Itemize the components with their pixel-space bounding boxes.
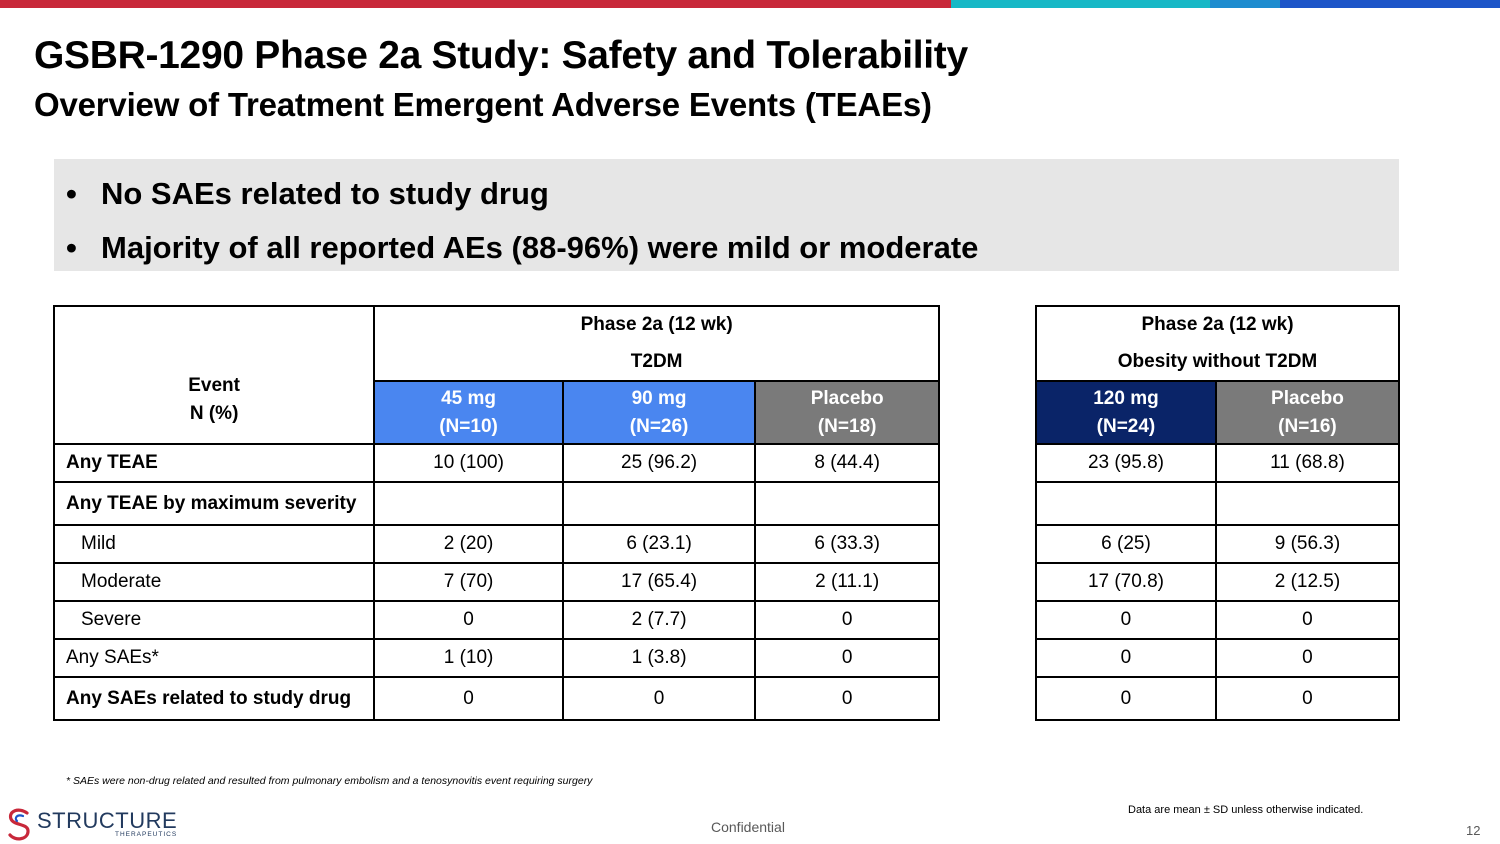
table-row <box>1035 481 1401 526</box>
footnote: * SAEs were non-drug related and resulte… <box>66 775 593 787</box>
table-cell: 8 (44.4) <box>754 443 940 483</box>
table-cell: 2 (7.7) <box>561 600 757 640</box>
data-note: Data are mean ± SD unless otherwise indi… <box>1128 804 1364 816</box>
event-header: Event N (%) <box>52 305 376 445</box>
t2dm-teae-table: Event N (%) Phase 2a (12 wk) T2DM 45 mg(… <box>52 305 940 721</box>
table-row: 17 (70.8) 2 (12.5) <box>1035 562 1401 602</box>
table-cell: 17 (70.8) <box>1035 562 1217 602</box>
slide-subtitle: Overview of Treatment Emergent Adverse E… <box>34 86 932 123</box>
table-cell: 1 (3.8) <box>561 638 757 678</box>
population-header: T2DM <box>373 343 940 382</box>
table-cell: 1 (10) <box>373 638 564 678</box>
bullet-text: Majority of all reported AEs (88-96%) we… <box>101 230 979 265</box>
dose-column-header: 90 mg (N=26) <box>561 380 757 445</box>
row-label: Any SAEs related to study drug <box>52 676 376 721</box>
table-cell: 0 <box>754 638 940 678</box>
table-cell: 10 (100) <box>373 443 564 483</box>
table-cell <box>1214 481 1401 526</box>
table-cell: 0 <box>754 600 940 640</box>
table-row: 0 0 <box>1035 676 1401 721</box>
table-cell: 0 <box>373 676 564 721</box>
table-row: 6 (25) 9 (56.3) <box>1035 524 1401 564</box>
table-cell: 0 <box>1214 638 1401 678</box>
row-label: Moderate <box>52 562 376 602</box>
table-cell: 0 <box>373 600 564 640</box>
table-cell: 0 <box>561 676 757 721</box>
table-cell: 0 <box>1214 676 1401 721</box>
table-cell: 2 (11.1) <box>754 562 940 602</box>
table-cell: 17 (65.4) <box>561 562 757 602</box>
table-cell: 0 <box>1035 676 1217 721</box>
bullet-item: • Majority of all reported AEs (88-96%) w… <box>66 230 979 265</box>
table-cell <box>373 481 564 526</box>
dose-column-header: 120 mg (N=24) <box>1035 380 1217 445</box>
table-cell: 6 (33.3) <box>754 524 940 564</box>
table-cell: 2 (20) <box>373 524 564 564</box>
confidential-label: Confidential <box>711 819 785 835</box>
table-cell: 6 (25) <box>1035 524 1217 564</box>
page-number: 12 <box>1466 823 1481 838</box>
bullet-text: No SAEs related to study drug <box>101 176 549 211</box>
table-cell <box>1035 481 1217 526</box>
table-row: Any SAEs* 1 (10) 1 (3.8) 0 <box>52 638 940 678</box>
obesity-teae-table: Phase 2a (12 wk) Obesity without T2DM 12… <box>1035 305 1401 721</box>
table-cell: 23 (95.8) <box>1035 443 1217 483</box>
accent-bar-darkblue <box>1280 0 1500 8</box>
phase-header: Phase 2a (12 wk) <box>1035 305 1400 343</box>
table-row: 0 0 <box>1035 638 1401 678</box>
slide-title: GSBR-1290 Phase 2a Study: Safety and Tol… <box>34 34 968 77</box>
row-label: Any TEAE by maximum severity <box>52 481 376 526</box>
table-cell: 2 (12.5) <box>1214 562 1401 602</box>
table-row: Moderate 7 (70) 17 (65.4) 2 (11.1) <box>52 562 940 602</box>
structure-s-logo-icon <box>8 808 30 841</box>
table-cell: 0 <box>754 676 940 721</box>
table-row: 0 0 <box>1035 600 1401 640</box>
accent-bar-teal <box>951 0 1210 8</box>
table-cell <box>561 481 757 526</box>
table-cell: 7 (70) <box>373 562 564 602</box>
dose-column-header: 45 mg (N=10) <box>373 380 564 445</box>
table-row: Severe 0 2 (7.7) 0 <box>52 600 940 640</box>
accent-bar-red <box>0 0 951 8</box>
table-cell: 9 (56.3) <box>1214 524 1401 564</box>
accent-bar-blue <box>1210 0 1280 8</box>
company-logo: STRUCTURE THERAPEUTICS <box>5 806 177 844</box>
table-row: Any SAEs related to study drug 0 0 0 <box>52 676 940 721</box>
row-label: Any TEAE <box>52 443 376 483</box>
bullet-item: • No SAEs related to study drug <box>66 176 549 211</box>
table-row: Any TEAE 10 (100) 25 (96.2) 8 (44.4) <box>52 443 940 483</box>
row-label: Any SAEs* <box>52 638 376 678</box>
table-cell: 0 <box>1214 600 1401 640</box>
key-points-callout: • No SAEs related to study drug • Majority… <box>54 159 1399 271</box>
table-cell: 11 (68.8) <box>1214 443 1401 483</box>
table-row: Any TEAE by maximum severity <box>52 481 940 526</box>
top-accent-bar <box>0 0 1500 8</box>
logo-subtext: THERAPEUTICS <box>114 831 178 838</box>
table-cell: 0 <box>1035 638 1217 678</box>
row-label: Mild <box>52 524 376 564</box>
event-header-line1: Event <box>188 375 240 396</box>
placebo-column-header: Placebo (N=18) <box>754 380 940 445</box>
table-row: 23 (95.8) 11 (68.8) <box>1035 443 1401 483</box>
placebo-column-header: Placebo (N=16) <box>1214 380 1401 445</box>
table-cell: 6 (23.1) <box>561 524 757 564</box>
table-row: Mild 2 (20) 6 (23.1) 6 (33.3) <box>52 524 940 564</box>
population-header: Obesity without T2DM <box>1035 343 1400 382</box>
event-header-line2: N (%) <box>189 403 239 424</box>
table-cell: 0 <box>1035 600 1217 640</box>
logo-wordmark: STRUCTURE <box>37 808 178 833</box>
phase-header: Phase 2a (12 wk) <box>373 305 940 343</box>
row-label: Severe <box>52 600 376 640</box>
table-cell <box>754 481 940 526</box>
table-cell: 25 (96.2) <box>561 443 757 483</box>
